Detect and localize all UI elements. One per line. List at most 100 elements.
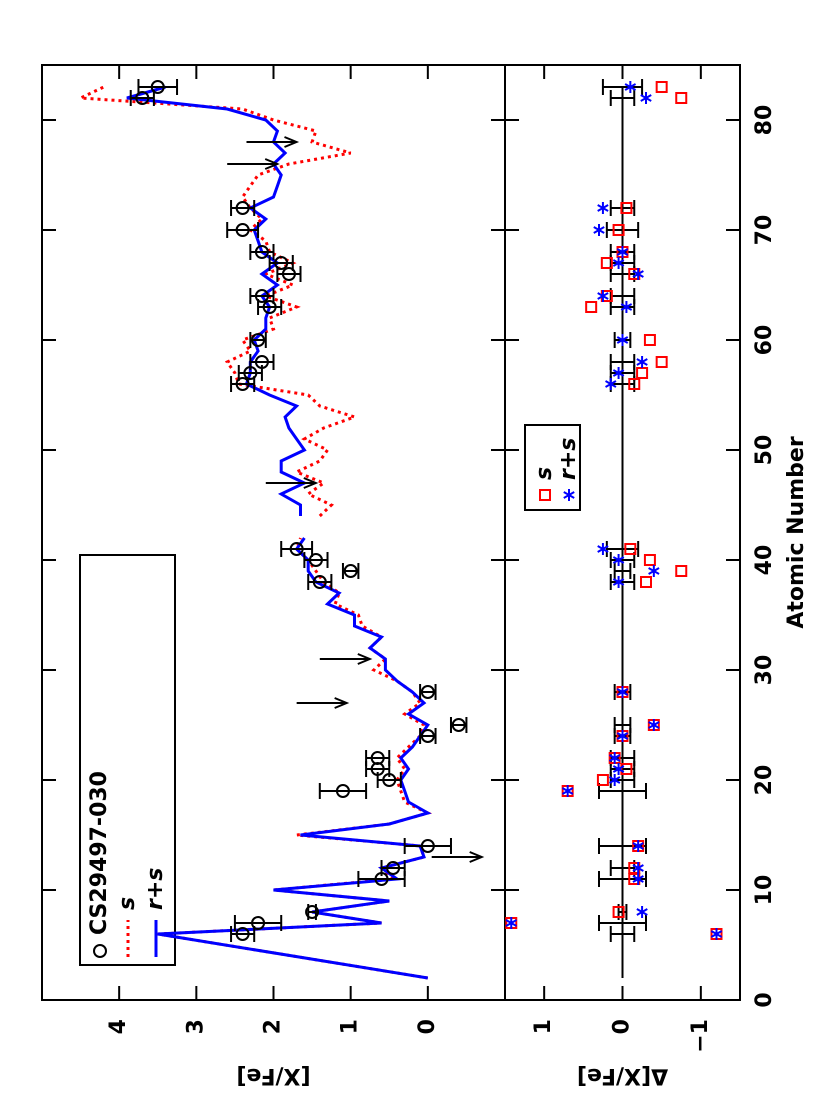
error-bar [613,563,632,579]
y-tick-label: 1 [531,1019,556,1034]
star-marker [636,356,648,368]
error-bar [609,926,636,942]
error-bar [233,915,283,931]
star-marker [612,763,625,775]
star-marker [616,246,629,258]
error-bar [601,79,644,95]
error-bar [249,354,275,370]
circle-marker [235,377,250,391]
star-marker [616,686,629,698]
circle-marker [135,91,150,105]
star-marker [612,367,625,379]
star-marker [624,81,637,93]
circle-marker [420,729,435,743]
error-bar [249,288,275,304]
star-marker [612,554,625,566]
square-marker [675,92,688,104]
legend-label: r+s [143,868,168,910]
circle-marker [420,839,435,853]
star-marker [632,840,644,852]
circle-marker [451,718,466,732]
circle-marker [235,223,250,237]
legend-label: CS29497-030 [87,771,112,935]
error-bar [249,244,275,260]
y-axis-label: Δ[X/Fe] [577,1063,668,1088]
square-marker [612,906,625,918]
x-tick-label: 10 [752,875,777,906]
legend-label: r+s [556,438,581,480]
x-tick-label: 20 [752,765,777,796]
star-marker [608,774,621,786]
square-marker [612,224,625,236]
star-marker [632,268,644,280]
error-bar [307,574,333,590]
y-tick-label: 3 [183,1019,208,1034]
circle-marker [254,245,269,259]
star-marker [632,873,644,885]
legend-box [524,424,581,511]
error-bar [609,90,636,106]
error-bar [609,574,636,590]
circle-marker [150,80,165,94]
upper-limit-arrow [227,158,280,170]
circle-marker [281,267,296,281]
x-tick-label: 0 [752,992,777,1007]
square-marker [624,543,637,555]
star-marker [563,489,575,501]
circle-marker [343,564,358,578]
square-marker [655,356,668,368]
circle-marker [386,861,401,875]
circle-marker [289,542,304,556]
star-marker [636,906,648,918]
square-marker [628,378,641,390]
square-marker [655,81,668,93]
square-marker [596,774,609,786]
circle-marker [251,333,266,347]
circle-marker [420,685,435,699]
x-tick-label: 40 [752,545,777,576]
x-tick-label: 80 [752,105,777,136]
upper-limit-arrow [265,477,319,489]
square-marker [675,565,688,577]
error-bar [280,541,314,557]
star-marker [608,752,621,764]
upper-limit-arrow [319,653,373,665]
legend-label: s [115,897,140,910]
star-marker [593,224,605,236]
y-tick-label: 2 [261,1019,286,1034]
error-bar [365,750,391,766]
y-tick-label: −1 [688,1019,713,1053]
star-marker [561,785,574,797]
square-marker [636,367,649,379]
star-marker [632,862,644,874]
error-bar [598,915,647,931]
error-bar [137,79,179,95]
star-marker [616,334,629,346]
upper-limit-arrow [431,851,485,863]
circle-marker [274,256,289,270]
error-bar [380,860,406,876]
error-bar [605,541,640,557]
y-tick-label: 1 [338,1019,363,1034]
y-tick-label: 0 [415,1019,440,1034]
model-line [74,85,433,980]
circle-marker [235,201,250,215]
star-marker [597,202,609,214]
upper-limit-arrow [296,697,350,709]
error-bar [613,717,632,733]
x-tick-label: 30 [752,655,777,686]
star-marker [640,92,652,104]
error-bar [230,200,256,216]
y-tick-label: 4 [106,1019,131,1034]
legend-label: s [532,467,557,480]
square-marker [620,763,633,775]
star-marker [616,730,629,742]
circle-marker [312,575,327,589]
circle-marker [251,916,266,930]
x-tick-label: 70 [752,215,777,246]
square-marker [640,576,652,588]
error-bar [403,838,452,854]
